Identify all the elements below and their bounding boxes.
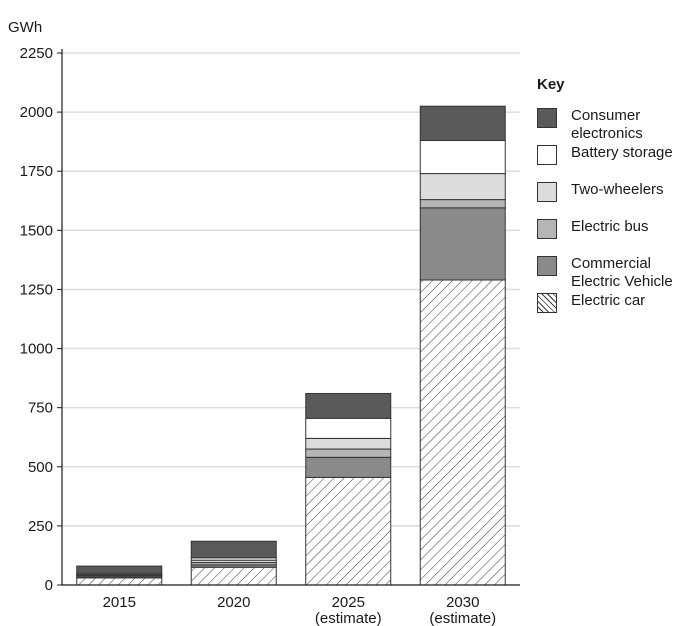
legend-label-consumer: Consumer electronics [571,107,643,142]
legend-label-battery: Battery storage [571,144,673,161]
bar-segment-consumer-2025 [305,392,392,419]
bar-segment-twowheel-2025 [305,437,392,450]
legend-label-bus: Electric bus [571,218,649,235]
x-tick-label: 2030 [446,594,479,611]
y-tick-label: 1000 [20,341,53,358]
y-tick-label: 750 [28,400,53,417]
bar-segment-car-2025 [305,476,392,586]
x-tick-label: 2020 [217,594,250,611]
y-tick-label: 1500 [20,222,53,239]
bar-segment-commercial-2025 [305,456,392,478]
y-tick-label: 1250 [20,281,53,298]
y-tick-label: 0 [45,577,53,594]
legend-swatch-commercial [537,256,557,276]
x-tick-label: 2025 [332,594,365,611]
bar-segment-car-2015 [76,577,163,586]
bar-segment-battery-2025 [305,417,392,439]
x-tick-sublabel: (estimate) [315,610,382,626]
bar-segment-bus-2025 [305,448,392,458]
legend-item-twowheel: Two-wheelers [537,181,695,218]
bar-segment-bus-2030 [419,199,506,209]
legend-label-car: Electric car [571,292,646,309]
axes: 0 250 500 750 1000 1250 1500 1750 2000 2250 2015 20… [20,45,520,626]
legend-swatch-car [537,293,557,313]
y-axis-unit-label: GWh [8,19,42,36]
y-tick-label: 2250 [20,45,53,62]
bar-segment-battery-2030 [419,139,506,175]
legend-item-consumer: Consumer electronics [537,107,695,144]
legend-item-commercial: Commercial Electric Vehicle [537,255,695,292]
legend-swatch-twowheel [537,182,557,202]
legend-label-twowheel: Two-wheelers [571,181,664,198]
x-tick-sublabel: (estimate) [429,610,496,626]
legend-item-car: Electric car [537,292,695,329]
x-tick-label: 2015 [103,594,136,611]
bar-segment-twowheel-2030 [419,173,506,201]
legend-swatch-battery [537,145,557,165]
bar-segment-car-2030 [419,279,506,586]
bar-segment-car-2020 [190,566,277,586]
y-tick-label: 2000 [20,104,53,121]
legend-swatch-bus [537,219,557,239]
y-tick-label: 1750 [20,163,53,180]
legend-swatch-consumer [537,108,557,128]
legend: Key Consumer electronics Battery storage T… [537,76,695,329]
y-tick-label: 500 [28,459,53,476]
legend-items: Consumer electronics Battery storage Two-w… [537,107,695,329]
bar-segment-consumer-2030 [419,105,506,141]
y-tick-label: 250 [28,518,53,535]
bars [76,105,506,586]
legend-item-bus: Electric bus [537,218,695,255]
legend-label-commercial: Commercial Electric Vehicle [571,255,673,290]
bar-segment-consumer-2015 [76,565,163,574]
bar-segment-commercial-2030 [419,207,506,281]
legend-item-battery: Battery storage [537,144,695,181]
legend-title: Key [537,76,565,93]
bar-segment-consumer-2020 [190,540,277,559]
